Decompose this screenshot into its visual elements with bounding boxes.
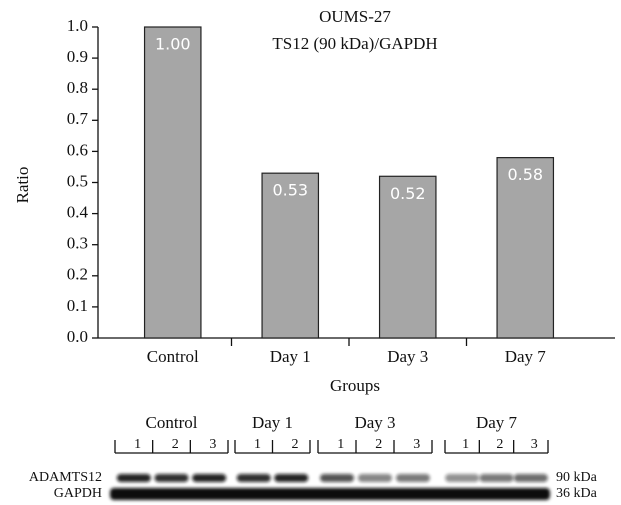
blot-group-label: Day 1 [252,413,293,432]
y-tick-label: 0.9 [67,47,88,66]
band [110,488,550,500]
band [117,474,151,482]
bar [145,27,201,338]
lane-label: 1 [337,437,344,452]
lane-label: 1 [254,437,261,452]
size-label: 36 kDa [556,486,598,501]
blot-group-label: Day 7 [476,413,518,432]
lane-label: 3 [531,437,538,452]
bar [497,158,553,338]
figure: OUMS-27 TS12 (90 kDa)/GAPDH Ratio Groups… [0,0,621,505]
row-label: GAPDH [54,486,102,501]
y-tick-label: 0.3 [67,234,88,253]
y-tick-label: 0.1 [67,296,88,315]
lane-label: 3 [209,437,216,452]
y-tick-label: 0.7 [67,109,89,128]
value-label: 0.53 [272,181,308,200]
x-tick-label: Day 7 [505,347,547,366]
band [358,474,392,482]
band [237,474,271,482]
y-tick-label: 0.5 [67,171,88,190]
band [445,474,479,482]
y-tick-label: 0.0 [67,327,88,346]
value-label: 1.00 [155,35,191,54]
chart-title: OUMS-27 [319,7,391,26]
y-axis-label: Ratio [13,167,32,204]
lane-label: 2 [292,437,299,452]
band [320,474,354,482]
x-tick-label: Day 1 [270,347,311,366]
blot-group-label: Day 3 [354,413,395,432]
row-label: ADAMTS12 [29,470,102,485]
y-tick-label: 0.8 [67,78,88,97]
band [155,474,189,482]
x-axis-label: Groups [330,376,380,395]
band [274,474,308,482]
y-tick-label: 0.4 [67,203,89,222]
y-tick-label: 0.2 [67,265,88,284]
lane-label: 3 [413,437,420,452]
y-tick-label: 0.6 [67,140,88,159]
x-tick-label: Day 3 [387,347,428,366]
x-tick-label: Control [147,347,199,366]
blot-group-label: Control [146,413,198,432]
band [396,474,430,482]
lane-label: 2 [375,437,382,452]
chart-subtitle: TS12 (90 kDa)/GAPDH [272,34,437,53]
lane-label: 1 [134,437,141,452]
value-label: 0.52 [390,184,426,203]
band [514,474,548,482]
band [192,474,226,482]
y-tick-label: 1.0 [67,16,88,35]
size-label: 90 kDa [556,470,598,485]
lane-label: 2 [496,437,503,452]
value-label: 0.58 [507,165,543,184]
lane-label: 1 [462,437,469,452]
band [480,474,514,482]
lane-label: 2 [172,437,179,452]
